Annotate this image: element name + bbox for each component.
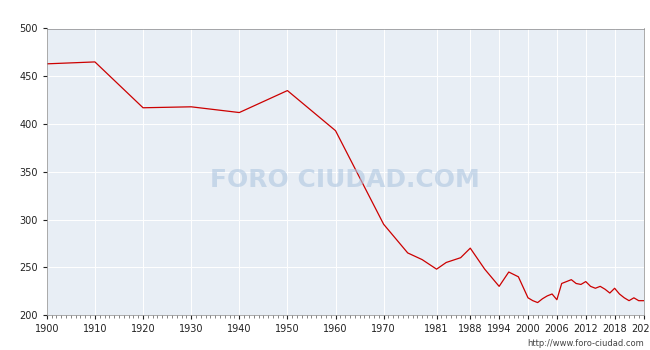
Text: http://www.foro-ciudad.com: http://www.foro-ciudad.com [526, 339, 644, 348]
Text: FORO CIUDAD.COM: FORO CIUDAD.COM [211, 168, 480, 192]
Text: Aldea de San Miguel (Municipio) - Evolucion del numero de Habitantes: Aldea de San Miguel (Municipio) - Evoluc… [117, 6, 533, 19]
